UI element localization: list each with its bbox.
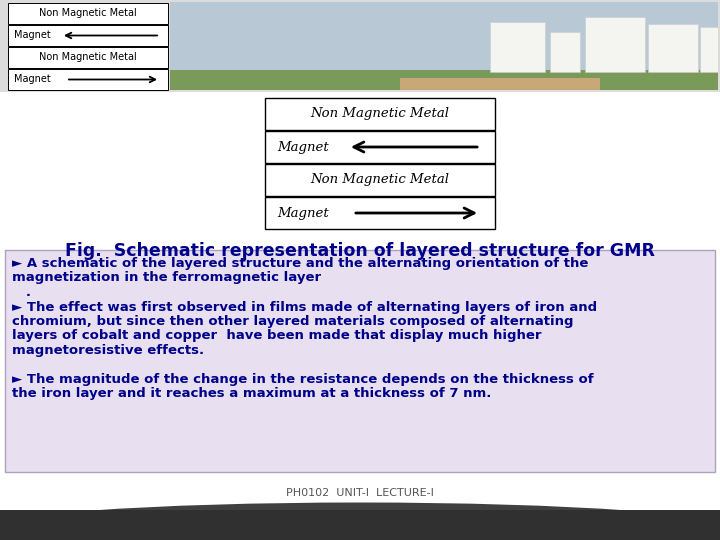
Text: ► The effect was first observed in films made of alternating layers of iron and: ► The effect was first observed in films… — [12, 300, 597, 314]
Text: Magnet: Magnet — [14, 75, 50, 84]
Text: .: . — [12, 286, 31, 299]
Text: magnetization in the ferromagnetic layer: magnetization in the ferromagnetic layer — [12, 272, 321, 285]
Bar — [0, 510, 720, 540]
Bar — [265, 197, 495, 229]
Bar — [170, 2, 718, 90]
Text: Non Magnetic Metal: Non Magnetic Metal — [310, 107, 449, 120]
Bar — [8, 47, 168, 68]
Text: Non Magnetic Metal: Non Magnetic Metal — [39, 9, 137, 18]
Text: Fig.  Schematic representation of layered structure for GMR: Fig. Schematic representation of layered… — [65, 242, 655, 260]
Bar — [700, 27, 718, 72]
Bar — [550, 32, 580, 72]
Text: Magnet: Magnet — [277, 206, 329, 219]
Text: Non Magnetic Metal: Non Magnetic Metal — [310, 173, 449, 186]
Text: the iron layer and it reaches a maximum at a thickness of 7 nm.: the iron layer and it reaches a maximum … — [12, 388, 491, 401]
Bar — [585, 17, 645, 72]
Bar — [8, 69, 168, 90]
Text: ► A schematic of the layered structure and the alternating orientation of the: ► A schematic of the layered structure a… — [12, 257, 588, 270]
Bar — [170, 70, 718, 90]
Ellipse shape — [0, 503, 720, 540]
Bar — [0, 0, 720, 92]
Bar — [265, 131, 495, 163]
Bar — [400, 78, 600, 90]
Bar — [8, 25, 168, 46]
Text: Magnet: Magnet — [277, 140, 329, 153]
Bar — [265, 164, 495, 196]
Bar — [490, 22, 545, 72]
Bar — [5, 250, 715, 472]
Text: chromium, but since then other layered materials composed of alternating: chromium, but since then other layered m… — [12, 315, 574, 328]
Text: Magnet: Magnet — [14, 30, 50, 40]
Bar — [8, 3, 168, 24]
Bar — [648, 24, 698, 72]
Text: Non Magnetic Metal: Non Magnetic Metal — [39, 52, 137, 63]
Text: magnetoresistive effects.: magnetoresistive effects. — [12, 344, 204, 357]
Text: PH0102  UNIT-I  LECTURE-I: PH0102 UNIT-I LECTURE-I — [286, 488, 434, 498]
Text: ► The magnitude of the change in the resistance depends on the thickness of: ► The magnitude of the change in the res… — [12, 373, 593, 386]
Text: layers of cobalt and copper  have been made that display much higher: layers of cobalt and copper have been ma… — [12, 329, 541, 342]
Bar — [265, 98, 495, 130]
